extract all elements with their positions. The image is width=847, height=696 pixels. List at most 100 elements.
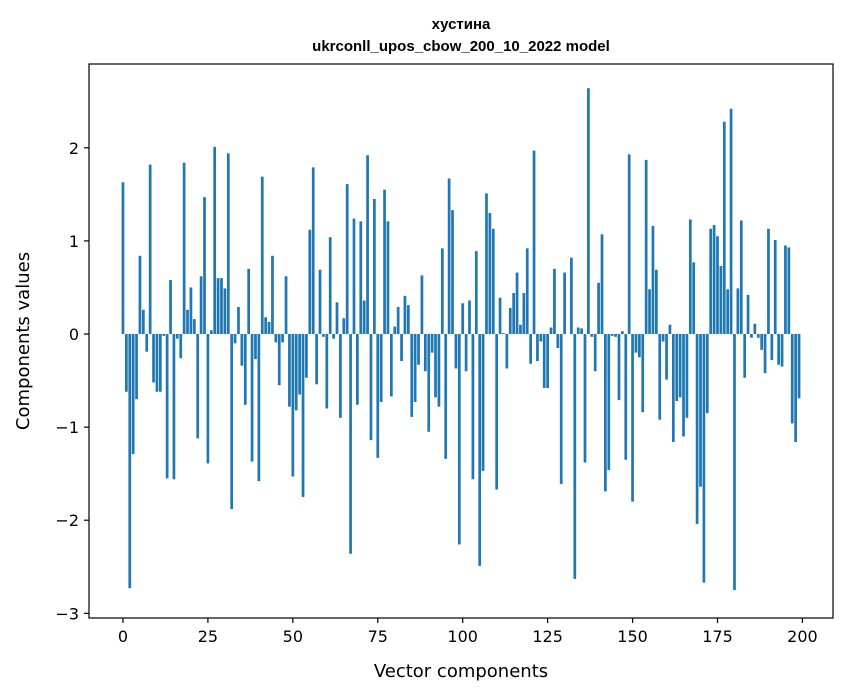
bar-151 xyxy=(634,334,638,353)
bar-148 xyxy=(624,334,628,460)
bar-138 xyxy=(590,334,594,337)
bar-23 xyxy=(199,276,203,335)
bar-104 xyxy=(474,251,478,335)
bar-193 xyxy=(777,334,780,365)
bar-164 xyxy=(678,334,682,398)
bar-114 xyxy=(508,307,512,335)
bar-188 xyxy=(760,334,764,350)
bar-87 xyxy=(417,334,420,365)
bar-0 xyxy=(121,182,125,335)
bar-10 xyxy=(155,334,159,392)
bar-40 xyxy=(257,334,261,482)
bar-4 xyxy=(135,334,138,400)
bar-45 xyxy=(274,334,278,343)
bar-75 xyxy=(376,334,380,458)
bar-19 xyxy=(186,309,189,335)
bar-91 xyxy=(430,334,434,353)
bar-186 xyxy=(753,323,757,335)
bar-77 xyxy=(383,189,386,335)
y-axis-ticks: −3 −2 −1 0 1 2 xyxy=(55,139,89,623)
bar-89 xyxy=(423,334,427,372)
y-tick-label: 1 xyxy=(69,232,79,251)
bar-65 xyxy=(342,318,346,335)
bar-127 xyxy=(553,268,556,335)
bar-102 xyxy=(468,300,471,335)
bar-34 xyxy=(237,307,240,335)
bar-33 xyxy=(233,334,237,344)
bar-120 xyxy=(529,334,532,364)
bar-149 xyxy=(627,154,631,335)
bar-73 xyxy=(369,334,373,441)
bar-14 xyxy=(169,280,172,335)
bar-199 xyxy=(797,334,801,399)
bar-128 xyxy=(556,334,560,348)
x-axis-label: Vector components xyxy=(374,661,548,682)
bar-111 xyxy=(498,297,502,335)
bar-25 xyxy=(206,334,210,464)
bar-135 xyxy=(580,328,583,335)
y-tick-label: 0 xyxy=(69,325,79,344)
y-tick-label: −2 xyxy=(55,511,79,530)
bar-106 xyxy=(481,334,485,471)
bar-187 xyxy=(756,334,760,338)
bar-154 xyxy=(644,159,648,335)
bar-117 xyxy=(519,324,522,335)
bar-60 xyxy=(325,334,329,409)
bar-172 xyxy=(705,334,709,414)
bar-171 xyxy=(702,334,706,583)
bar-31 xyxy=(226,153,230,335)
bar-100 xyxy=(461,303,465,335)
bar-198 xyxy=(794,334,797,443)
bar-126 xyxy=(549,327,553,335)
bar-167 xyxy=(688,219,692,335)
bar-92 xyxy=(434,334,437,398)
bar-194 xyxy=(780,334,784,367)
bar-97 xyxy=(451,210,454,335)
bar-85 xyxy=(410,334,414,417)
x-tick-label: 0 xyxy=(118,627,128,646)
bar-36 xyxy=(243,334,247,405)
bar-39 xyxy=(254,334,257,360)
bar-152 xyxy=(638,334,641,358)
bar-78 xyxy=(386,221,390,335)
bar-46 xyxy=(277,334,281,386)
bar-175 xyxy=(716,236,719,335)
bar-71 xyxy=(362,300,366,335)
bar-21 xyxy=(192,319,196,335)
bar-62 xyxy=(332,334,335,339)
bar-22 xyxy=(196,334,200,439)
bar-53 xyxy=(301,334,305,497)
bar-144 xyxy=(610,334,614,336)
y-tick-label: −3 xyxy=(55,604,79,623)
bar-170 xyxy=(699,334,702,487)
bar-68 xyxy=(352,218,356,335)
bar-67 xyxy=(349,334,352,554)
bar-20 xyxy=(189,287,193,335)
bar-101 xyxy=(464,334,468,372)
bar-139 xyxy=(593,334,597,372)
bar-95 xyxy=(444,334,448,459)
bar-184 xyxy=(746,294,750,335)
bar-30 xyxy=(223,288,227,335)
bar-6 xyxy=(142,309,145,335)
bar-94 xyxy=(440,248,444,335)
bar-35 xyxy=(240,334,244,366)
x-tick-label: 25 xyxy=(198,627,218,646)
bar-64 xyxy=(339,334,342,418)
bar-156 xyxy=(651,226,655,335)
x-tick-label: 75 xyxy=(368,627,388,646)
bar-50 xyxy=(291,334,295,477)
bar-81 xyxy=(396,307,400,335)
bar-133 xyxy=(573,334,577,579)
bar-56 xyxy=(311,167,315,335)
bar-28 xyxy=(216,278,220,335)
chart-subtitle: ukrconll_upos_cbow_200_10_2022 model xyxy=(312,38,610,55)
bar-41 xyxy=(260,176,264,335)
bar-178 xyxy=(726,289,730,335)
bar-157 xyxy=(654,269,658,335)
bar-190 xyxy=(767,228,770,335)
bar-70 xyxy=(359,221,363,335)
bar-55 xyxy=(308,229,312,335)
bar-137 xyxy=(587,88,590,335)
